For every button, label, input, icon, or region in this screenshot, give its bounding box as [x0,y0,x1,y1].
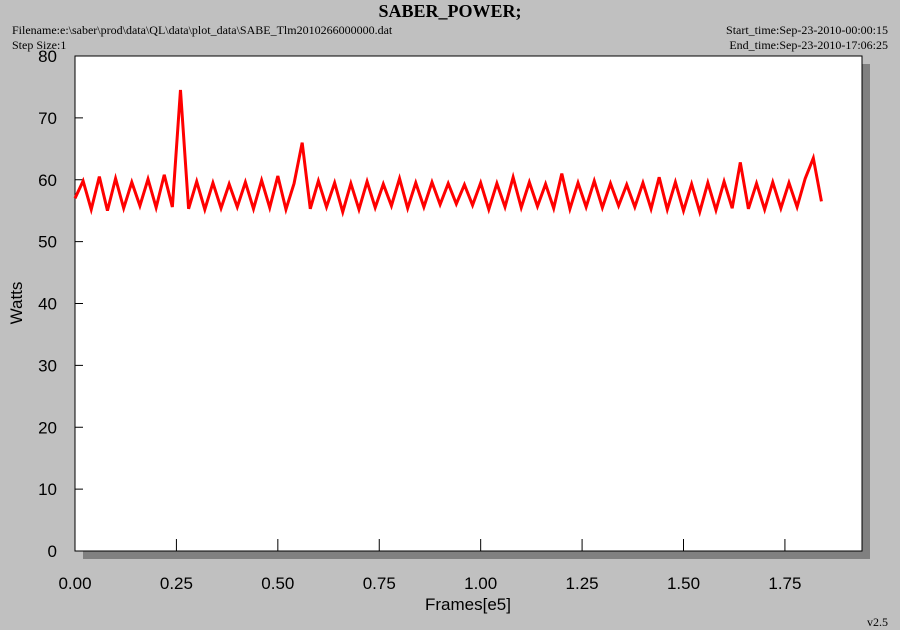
plot-area [74,55,863,552]
y-tick-label: 80 [38,47,57,66]
x-axis-label: Frames[e5] [425,595,511,614]
x-tick-label: 1.25 [566,574,599,593]
x-tick-label: 1.75 [768,574,801,593]
y-tick-label: 30 [38,356,57,375]
version: v2.5 [867,615,888,629]
y-tick-label: 50 [38,233,57,252]
y-tick-label: 20 [38,418,57,437]
y-tick-label: 70 [38,109,57,128]
x-tick-label: 0.00 [58,574,91,593]
y-axis-label: Watts [7,282,26,325]
x-tick-label: 0.25 [160,574,193,593]
x-tick-label: 1.00 [464,574,497,593]
filename: Filename:e:\saber\prod\data\QL\data\plot… [12,23,393,37]
y-tick-label: 10 [38,480,57,499]
y-tick-label: 60 [38,171,57,190]
step-size: Step Size:1 [12,38,66,52]
chart-title: SABER_POWER; [378,1,521,21]
x-tick-label: 0.75 [363,574,396,593]
x-tick-label: 1.50 [667,574,700,593]
end-time: End_time:Sep-23-2010-17:06:25 [729,38,888,52]
y-tick-label: 0 [48,542,57,561]
y-tick-label: 40 [38,295,57,314]
start-time: Start_time:Sep-23-2010-00:00:15 [726,23,888,37]
x-tick-label: 0.50 [261,574,294,593]
data-line [73,89,823,218]
